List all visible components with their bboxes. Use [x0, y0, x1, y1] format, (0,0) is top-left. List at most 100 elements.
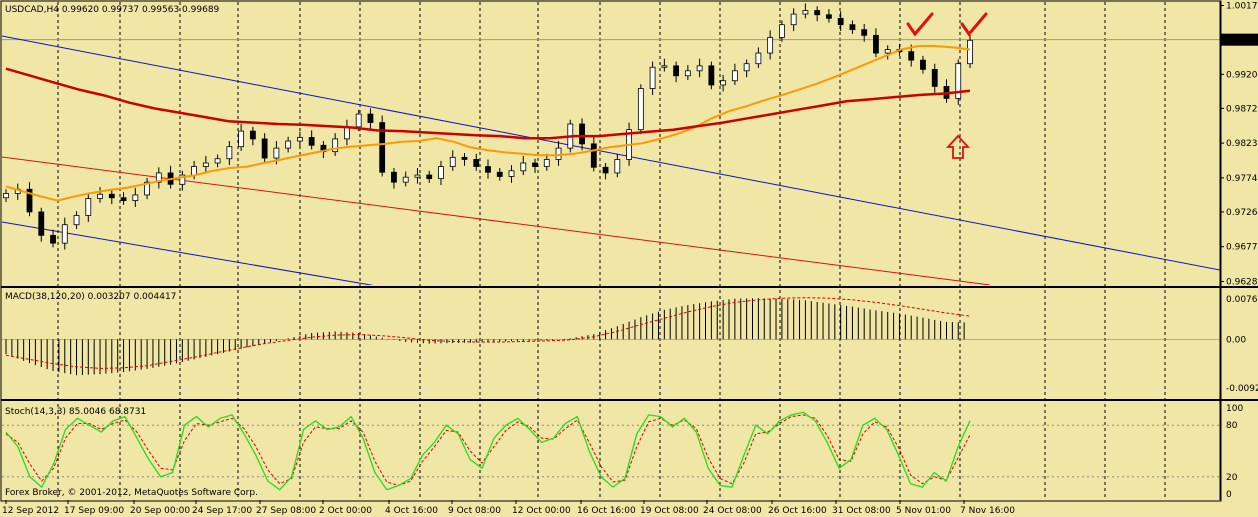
candle-body-9: [108, 193, 115, 199]
macd-signal-line: [5, 297, 971, 369]
panel-frames: [0, 0, 1258, 502]
time-tick-label-13: 31 Oct 08:00: [832, 506, 891, 516]
candle-body-58: [684, 70, 691, 77]
candle-body-29: [344, 126, 350, 140]
checkmark-icon-1: [906, 12, 934, 37]
candle-body-65: [767, 37, 774, 54]
candle-body-16: [191, 166, 197, 176]
candle-body-68: [802, 10, 809, 15]
candle-body-7: [85, 198, 92, 216]
time-tick-label-10: 19 Oct 08:00: [640, 506, 699, 516]
copyright-note: Forex Broker, © 2001-2012, MetaQuotes So…: [5, 488, 258, 498]
candle-body-3: [38, 211, 45, 236]
candle-body-45: [532, 162, 538, 167]
candle-body-24: [285, 140, 292, 149]
candle-body-26: [308, 137, 315, 146]
candle-body-36: [426, 174, 433, 180]
time-tick-label-5: 2 Oct 00:00: [319, 506, 372, 516]
checkmark-icon-2: [960, 12, 988, 37]
ma-line-ma200: [5, 67, 971, 140]
candle-body-12: [144, 181, 150, 196]
candle-body-52: [614, 159, 621, 174]
candle-body-32: [379, 122, 386, 173]
candle-body-2: [26, 188, 33, 213]
candle-body-63: [743, 63, 750, 72]
current-price-box: [1221, 33, 1258, 46]
candle-body-0: [3, 193, 9, 199]
time-tick-label-9: 16 Oct 16:00: [577, 506, 636, 516]
candle-body-77: [908, 51, 915, 61]
candle-body-78: [920, 59, 926, 70]
candle-body-11: [132, 194, 139, 201]
time-tick-label-14: 5 Nov 01:00: [896, 506, 951, 516]
candle-body-56: [661, 65, 668, 68]
candle-body-17: [202, 162, 209, 167]
stoch-layer: [5, 411, 971, 491]
time-tick-label-11: 24 Oct 08:00: [703, 506, 762, 516]
candles-layer: [3, 3, 973, 250]
candle-body-39: [461, 156, 468, 160]
candle-body-18: [214, 158, 221, 164]
channel-blue-upper: [2, 35, 1220, 271]
candle-body-4: [50, 234, 56, 244]
macd-tick-label-0: 0.00765: [1226, 295, 1258, 305]
current-price-label: 0.99689: [1224, 36, 1258, 46]
stoch-main-line: [5, 411, 971, 491]
time-tick-label-12: 26 Oct 16:00: [768, 506, 827, 516]
candle-body-34: [402, 176, 409, 183]
candle-body-64: [755, 52, 762, 65]
candle-body-72: [849, 24, 856, 31]
candle-body-33: [391, 171, 397, 183]
channel-blue-lower: [2, 221, 374, 285]
candle-body-19: [226, 146, 233, 160]
time-tick-label-8: 12 Oct 00:00: [512, 506, 571, 516]
stoch-panel-title: Stoch(14,3,3) 85.0046 68.8731: [5, 407, 146, 417]
candle-body-23: [273, 147, 280, 159]
candle-body-25: [297, 137, 303, 142]
time-tick-label-6: 4 Oct 16:00: [385, 506, 438, 516]
candle-body-30: [355, 113, 362, 128]
candle-body-20: [238, 130, 245, 148]
candle-body-38: [449, 156, 456, 167]
candle-body-46: [543, 159, 550, 167]
candle-body-37: [438, 166, 444, 180]
candle-body-69: [814, 10, 821, 16]
checkmark-annotations: [906, 12, 988, 159]
candle-body-51: [602, 166, 609, 174]
candle-body-79: [931, 68, 938, 87]
macd-panel-title: MACD(38,120,20) 0.003207 0.004417: [5, 292, 176, 302]
candle-body-21: [249, 130, 256, 140]
candle-body-44: [520, 162, 527, 172]
candle-body-50: [590, 143, 597, 168]
stoch-tick-label-3: 0: [1226, 490, 1232, 500]
candle-body-49: [579, 123, 585, 145]
candle-body-71: [837, 17, 844, 26]
candle-body-81: [955, 63, 962, 99]
macd-layer: [2, 297, 1220, 376]
candle-body-22: [261, 138, 268, 159]
candle-body-66: [779, 24, 785, 38]
stoch-tick-label-1: 80: [1226, 421, 1238, 431]
candle-body-31: [367, 113, 374, 123]
candle-body-57: [673, 65, 679, 77]
trend-channels: [2, 35, 1220, 285]
candle-body-74: [873, 34, 879, 54]
time-tick-label-4: 27 Sep 08:00: [256, 506, 316, 516]
time-tick-label-7: 9 Oct 08:00: [448, 506, 501, 516]
candle-body-59: [696, 65, 703, 72]
outer-frame: [0, 0, 1222, 502]
candle-body-75: [884, 49, 891, 54]
time-tick-label-2: 20 Sep 00:00: [130, 506, 190, 516]
candle-body-35: [414, 174, 421, 178]
candle-body-28: [332, 138, 339, 153]
